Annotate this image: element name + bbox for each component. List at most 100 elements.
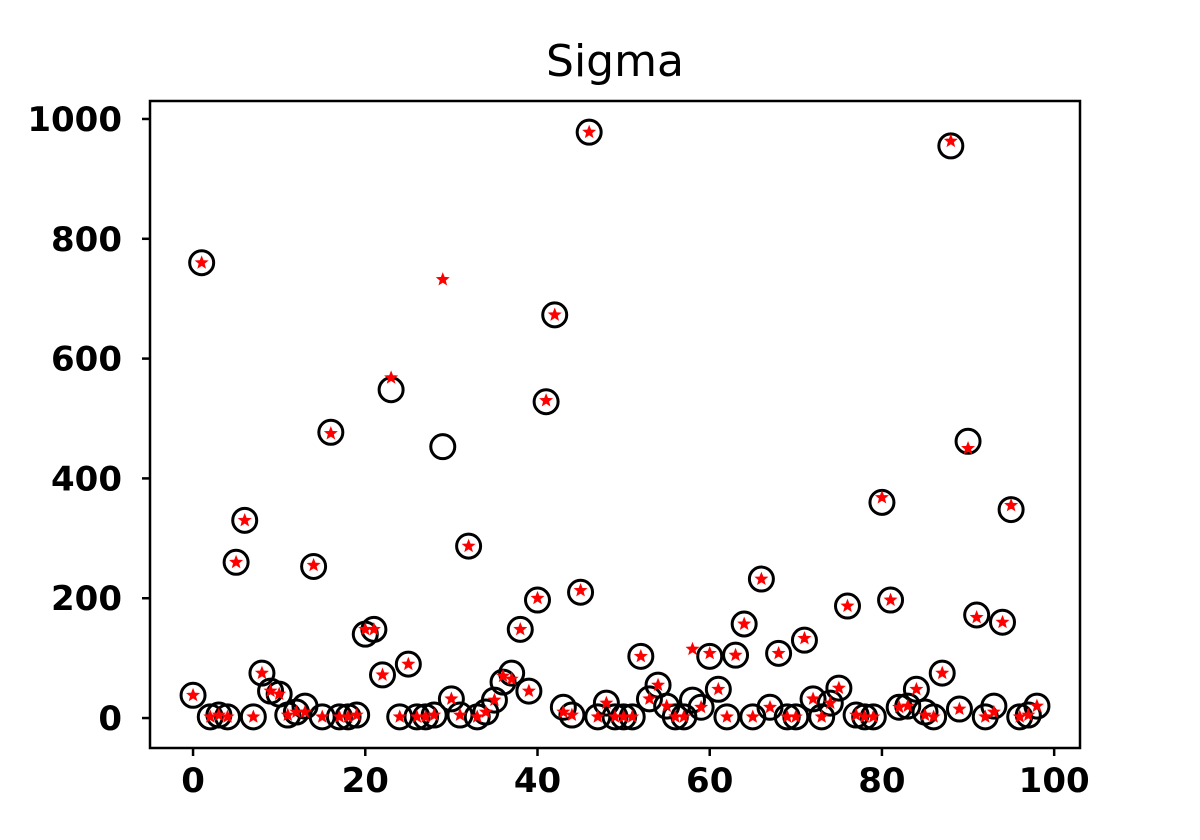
star-point — [694, 699, 709, 714]
circle-point — [954, 427, 982, 455]
star-series — [186, 124, 1044, 723]
star-point — [237, 512, 252, 527]
star-point — [961, 441, 976, 455]
circle-point — [713, 703, 741, 731]
y-tick-label: 200 — [51, 579, 122, 619]
star-point — [969, 610, 984, 624]
star-point — [521, 683, 536, 698]
star-point — [530, 590, 545, 605]
star-point — [211, 707, 226, 722]
circle-point — [437, 685, 465, 713]
circle-point — [549, 693, 577, 721]
star-point — [220, 709, 235, 723]
star-point — [582, 124, 597, 139]
star-point — [599, 695, 614, 710]
x-tick-label: 20 — [342, 761, 389, 801]
circle-point — [989, 608, 1016, 636]
plot-area-frame — [148, 99, 1082, 750]
star-point — [762, 699, 778, 714]
star-point — [246, 709, 261, 723]
x-tick-label: 80 — [858, 761, 905, 801]
star-point — [866, 709, 881, 723]
star-point — [806, 691, 821, 705]
circle-point — [696, 642, 724, 670]
star-point — [461, 538, 476, 553]
circle-point — [997, 496, 1025, 524]
circle-point — [834, 592, 861, 620]
circle-point — [885, 693, 913, 721]
circle-point — [584, 703, 612, 731]
y-tick-label: 400 — [51, 459, 122, 499]
star-point — [625, 709, 640, 723]
circle-point — [722, 641, 750, 669]
star-point — [659, 698, 674, 713]
circle-point — [747, 565, 775, 593]
circle-point — [945, 695, 973, 723]
star-point — [995, 614, 1010, 629]
star-point — [392, 709, 407, 723]
star-point — [229, 554, 244, 569]
star-point — [1021, 707, 1036, 722]
star-point — [676, 709, 691, 723]
circle-point — [532, 388, 560, 416]
star-point — [315, 709, 330, 723]
star-point — [366, 622, 381, 636]
star-point — [435, 272, 450, 286]
star-point — [651, 677, 666, 692]
star-point — [297, 704, 313, 719]
circle-point — [179, 681, 207, 709]
star-point — [797, 630, 812, 645]
star-point — [427, 707, 442, 722]
star-point — [323, 426, 338, 440]
star-point — [470, 709, 485, 723]
circle-point — [928, 659, 956, 687]
circle-point — [920, 703, 948, 731]
circle-point — [386, 703, 414, 731]
circle-point — [214, 703, 241, 731]
circle-point — [429, 433, 457, 461]
chart-title: Sigma — [546, 36, 684, 87]
star-point — [573, 583, 588, 597]
x-tick-label: 40 — [514, 761, 561, 801]
star-point — [728, 647, 743, 662]
star-point — [754, 571, 769, 586]
star-point — [401, 656, 416, 671]
star-point — [384, 370, 399, 384]
star-point — [186, 687, 201, 702]
circle-point — [963, 601, 991, 629]
x-tick-label: 60 — [686, 761, 733, 801]
circle-point — [222, 548, 250, 576]
circle-point — [188, 249, 216, 277]
star-point — [633, 648, 648, 663]
star-point — [306, 557, 321, 572]
star-point — [926, 709, 941, 723]
star-point — [943, 133, 958, 148]
circle-point — [524, 586, 551, 614]
star-point — [194, 255, 209, 269]
circle-point — [308, 703, 336, 731]
circle-point — [369, 661, 396, 689]
circle-point — [480, 686, 508, 714]
circle-point — [902, 675, 930, 703]
circle-point — [300, 552, 328, 580]
circle-point — [1023, 692, 1051, 720]
star-point — [642, 691, 657, 705]
circle-point — [239, 703, 267, 731]
circle-point — [592, 689, 620, 717]
y-tick-label: 1000 — [27, 100, 122, 140]
star-point — [1029, 698, 1044, 713]
circle-point — [808, 703, 836, 731]
star-point — [986, 704, 1001, 719]
circle-point — [541, 301, 569, 329]
star-point — [935, 665, 950, 680]
star-point — [719, 709, 734, 723]
circle-point — [394, 650, 422, 678]
star-point — [254, 665, 269, 680]
x-tick-label: 100 — [1019, 761, 1090, 801]
star-point — [263, 683, 278, 698]
star-point — [280, 707, 295, 722]
circle-point — [515, 677, 543, 705]
circle-point — [790, 626, 818, 654]
y-tick-label: 0 — [98, 699, 122, 739]
